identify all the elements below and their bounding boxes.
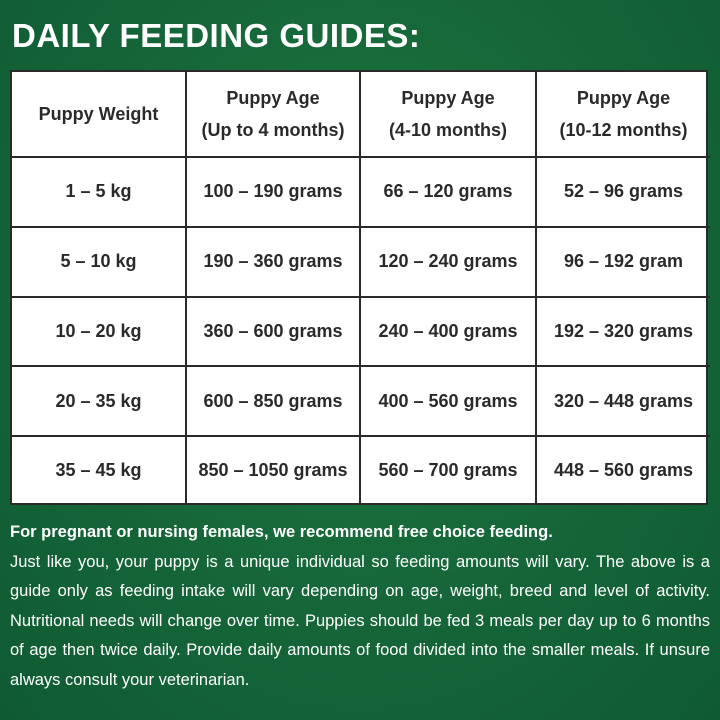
header-age-10-12-months: Puppy Age (10-12 months) <box>535 72 710 158</box>
header-age-4-10-months: Puppy Age (4-10 months) <box>359 72 537 158</box>
amount-cell: 52 – 96 grams <box>535 156 710 228</box>
amount-cell: 100 – 190 grams <box>185 156 361 228</box>
amount-cell: 192 – 320 grams <box>535 295 710 368</box>
amount-cell: 320 – 448 grams <box>535 365 710 438</box>
amount-cell: 66 – 120 grams <box>359 156 537 228</box>
amount-cell: 96 – 192 gram <box>535 225 710 298</box>
feeding-guide-table: Puppy Weight Puppy Age (Up to 4 months) … <box>10 70 710 505</box>
table-header-row: Puppy Weight Puppy Age (Up to 4 months) … <box>12 72 710 158</box>
weight-cell: 1 – 5 kg <box>12 156 187 228</box>
amount-cell: 120 – 240 grams <box>359 225 537 298</box>
amount-cell: 560 – 700 grams <box>359 435 537 503</box>
header-puppy-weight: Puppy Weight <box>12 72 187 158</box>
feeding-notes: For pregnant or nursing females, we reco… <box>10 518 710 695</box>
table-row: 35 – 45 kg 850 – 1050 grams 560 – 700 gr… <box>12 435 710 503</box>
amount-cell: 190 – 360 grams <box>185 225 361 298</box>
table-row: 5 – 10 kg 190 – 360 grams 120 – 240 gram… <box>12 225 710 298</box>
table-row: 20 – 35 kg 600 – 850 grams 400 – 560 gra… <box>12 365 710 438</box>
amount-cell: 400 – 560 grams <box>359 365 537 438</box>
weight-cell: 20 – 35 kg <box>12 365 187 438</box>
weight-cell: 10 – 20 kg <box>12 295 187 368</box>
amount-cell: 850 – 1050 grams <box>185 435 361 503</box>
amount-cell: 360 – 600 grams <box>185 295 361 368</box>
header-age-up-to-4-months: Puppy Age (Up to 4 months) <box>185 72 361 158</box>
amount-cell: 240 – 400 grams <box>359 295 537 368</box>
amount-cell: 448 – 560 grams <box>535 435 710 503</box>
amount-cell: 600 – 850 grams <box>185 365 361 438</box>
weight-cell: 5 – 10 kg <box>12 225 187 298</box>
page-title: DAILY FEEDING GUIDES: <box>12 17 421 54</box>
table-row: 10 – 20 kg 360 – 600 grams 240 – 400 gra… <box>12 295 710 368</box>
notes-lead: For pregnant or nursing females, we reco… <box>10 523 553 541</box>
table-row: 1 – 5 kg 100 – 190 grams 66 – 120 grams … <box>12 156 710 228</box>
weight-cell: 35 – 45 kg <box>12 435 187 503</box>
notes-body: Just like you, your puppy is a unique in… <box>10 552 710 689</box>
